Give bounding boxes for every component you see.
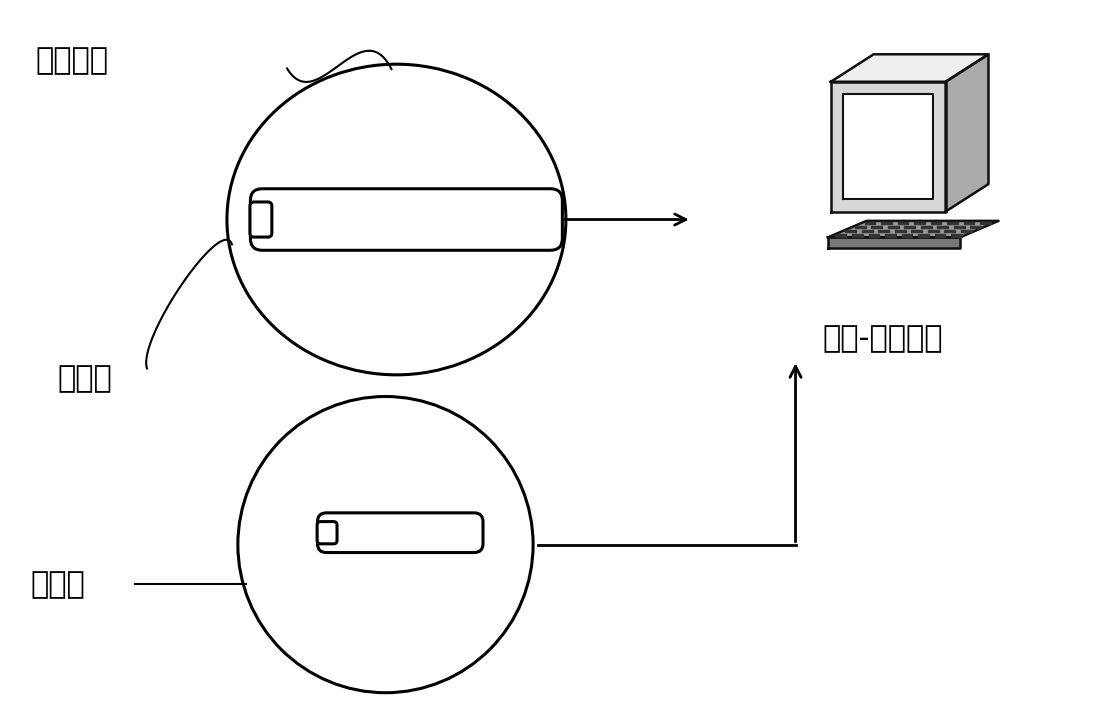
Polygon shape: [901, 234, 912, 237]
Polygon shape: [898, 222, 908, 224]
FancyBboxPatch shape: [249, 202, 271, 237]
Polygon shape: [928, 230, 939, 232]
Polygon shape: [828, 221, 999, 237]
FancyBboxPatch shape: [318, 513, 482, 553]
Ellipse shape: [237, 397, 533, 693]
Polygon shape: [951, 234, 962, 237]
Text: 终端-缺陷判断: 终端-缺陷判断: [823, 324, 943, 353]
Ellipse shape: [226, 64, 566, 375]
Polygon shape: [904, 226, 915, 229]
Polygon shape: [881, 222, 891, 224]
Polygon shape: [831, 55, 988, 82]
Polygon shape: [865, 222, 875, 224]
Polygon shape: [835, 234, 846, 237]
Polygon shape: [885, 234, 896, 237]
Polygon shape: [944, 230, 955, 232]
Polygon shape: [947, 222, 958, 224]
Polygon shape: [831, 82, 945, 212]
Polygon shape: [961, 230, 972, 232]
Polygon shape: [954, 226, 965, 229]
Polygon shape: [852, 234, 863, 237]
FancyBboxPatch shape: [251, 189, 563, 250]
Polygon shape: [888, 226, 899, 229]
Text: 拍照范围: 拍照范围: [35, 46, 109, 75]
Polygon shape: [921, 226, 932, 229]
Polygon shape: [911, 230, 922, 232]
Polygon shape: [964, 222, 975, 224]
Polygon shape: [934, 234, 945, 237]
Text: 长侧边: 长侧边: [57, 364, 112, 393]
Polygon shape: [945, 55, 988, 212]
Polygon shape: [872, 226, 882, 229]
FancyBboxPatch shape: [318, 521, 337, 544]
Polygon shape: [895, 230, 906, 232]
Polygon shape: [843, 94, 933, 199]
Polygon shape: [970, 226, 981, 229]
Polygon shape: [868, 234, 879, 237]
Polygon shape: [918, 234, 929, 237]
Text: 短侧边: 短侧边: [30, 570, 85, 599]
Polygon shape: [914, 222, 924, 224]
Polygon shape: [828, 237, 959, 248]
Polygon shape: [931, 222, 942, 224]
Polygon shape: [862, 230, 873, 232]
Polygon shape: [855, 226, 866, 229]
Polygon shape: [937, 226, 948, 229]
Polygon shape: [878, 230, 889, 232]
Polygon shape: [845, 230, 856, 232]
Polygon shape: [980, 222, 991, 224]
